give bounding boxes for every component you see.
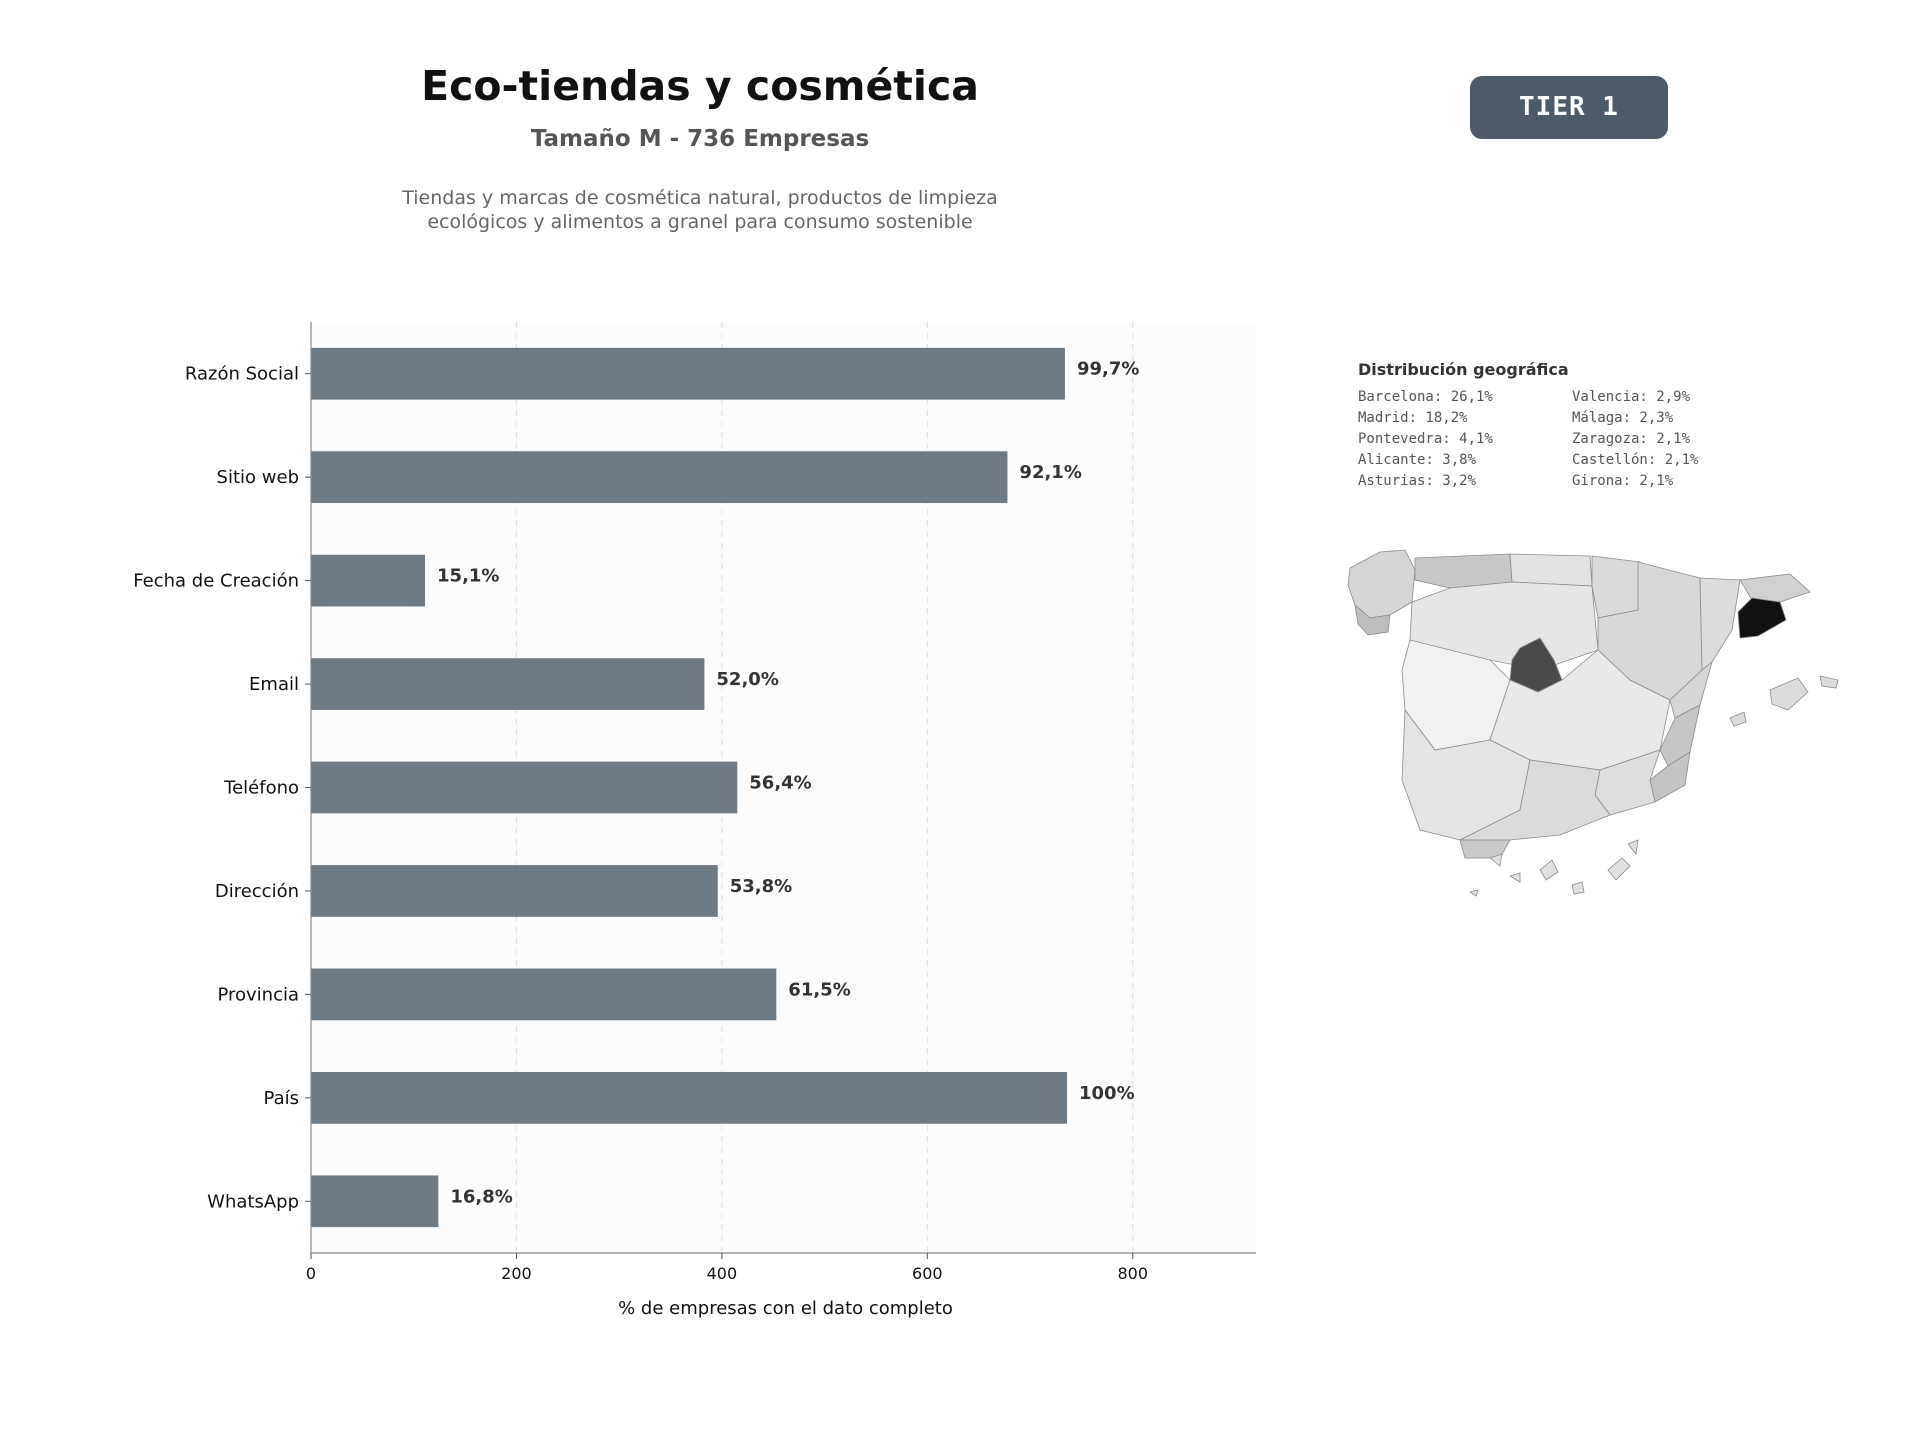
x-tick-label: 800 (1117, 1264, 1148, 1283)
geo-entry: Zaragoza: 2,1% (1572, 431, 1691, 447)
data-label: 100% (1079, 1083, 1135, 1104)
data-label: 15,1% (437, 566, 499, 587)
map-region-ibiza (1729, 711, 1747, 727)
bar (311, 1071, 1067, 1124)
bar-chart: Razón Social 99,7% Sitio web 92,1% Fecha de … (133, 322, 1256, 1319)
map-region-pontevedra (1354, 603, 1391, 636)
x-tick-label: 600 (912, 1264, 943, 1283)
data-label: 92,1% (1019, 462, 1081, 483)
x-tick-label: 200 (501, 1264, 532, 1283)
data-label: 53,8% (730, 876, 792, 897)
bar (311, 761, 738, 814)
bar (311, 347, 1065, 400)
data-label: 52,0% (716, 669, 778, 690)
bar (311, 1175, 439, 1228)
data-label: 61,5% (788, 979, 850, 1000)
x-tick-label: 400 (707, 1264, 738, 1283)
map-region-castellon (1669, 660, 1713, 719)
geo-distribution-panel: Distribución geográfica Barcelona: 26,1%… (1358, 360, 1838, 489)
x-tick-label: 0 (306, 1264, 316, 1283)
map-region-valencia (1659, 704, 1701, 767)
geo-entry: Barcelona: 26,1% (1358, 389, 1493, 405)
y-tick-label: País (264, 1088, 299, 1109)
description-line-1: Tiendas y marcas de cosmética natural, p… (402, 187, 998, 209)
chart-description: Tiendas y marcas de cosmética natural, p… (300, 186, 1100, 234)
y-tick-label: Fecha de Creación (133, 571, 299, 592)
geo-entry: Málaga: 2,3% (1572, 410, 1674, 426)
data-label: 56,4% (749, 773, 811, 794)
geo-entry: Alicante: 3,8% (1358, 452, 1477, 468)
map-region-mallorca (1769, 677, 1809, 711)
chart-title: Eco-tiendas y cosmética (421, 62, 979, 110)
map-region-girona (1739, 573, 1811, 603)
geo-entry: Girona: 2,1% (1572, 473, 1674, 489)
y-tick-label: Provincia (217, 984, 299, 1005)
bar (311, 968, 777, 1021)
geo-entry: Castellón: 2,1% (1572, 452, 1699, 468)
map-region-malaga (1459, 839, 1511, 859)
geo-entry: Madrid: 18,2% (1358, 410, 1468, 426)
y-tick-label: Sitio web (217, 467, 299, 488)
geo-list: Barcelona: 26,1% Valencia: 2,9% Madrid: 18… (1358, 389, 1838, 489)
x-axis-label: % de empresas con el dato completo (618, 1298, 953, 1319)
chart-subtitle: Tamaño M - 736 Empresas (530, 126, 870, 152)
y-tick-label: Teléfono (223, 778, 299, 799)
map-region-canarias (1469, 839, 1639, 897)
map-region-cantabria-basque (1509, 553, 1593, 587)
y-tick-label: WhatsApp (207, 1191, 299, 1212)
map-region-lleida-tarragona (1699, 577, 1741, 671)
data-label: 16,8% (450, 1186, 512, 1207)
geo-entry: Valencia: 2,9% (1572, 389, 1691, 405)
bar (311, 658, 705, 710)
y-tick-label: Razón Social (185, 364, 299, 385)
spain-map (1347, 549, 1839, 897)
description-line-2: ecológicos y alimentos a granel para con… (427, 211, 973, 233)
geo-entry: Asturias: 3,2% (1358, 473, 1477, 489)
map-region-galicia (1347, 549, 1416, 619)
map-region-asturias (1414, 553, 1513, 589)
map-region-navarra (1591, 555, 1641, 619)
bar (311, 865, 718, 917)
map-region-barcelona (1737, 597, 1787, 639)
bar (311, 554, 426, 607)
y-tick-label: Dirección (215, 881, 299, 902)
bar (311, 451, 1008, 504)
geo-title: Distribución geográfica (1358, 360, 1569, 379)
tier-badge: TIER 1 (1470, 76, 1668, 139)
y-tick-label: Email (249, 674, 299, 695)
map-region-menorca (1819, 675, 1839, 689)
data-label: 99,7% (1077, 359, 1139, 380)
geo-entry: Pontevedra: 4,1% (1358, 431, 1493, 447)
map-region-andalucia-east (1459, 759, 1611, 841)
